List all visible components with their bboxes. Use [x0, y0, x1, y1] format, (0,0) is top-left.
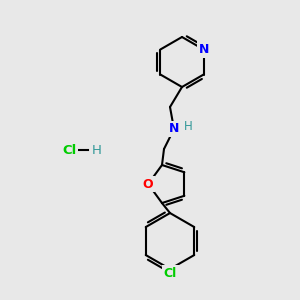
Text: O: O [143, 178, 154, 190]
Text: N: N [199, 43, 209, 56]
Text: H: H [184, 121, 192, 134]
Text: H: H [92, 143, 102, 157]
Text: Cl: Cl [62, 143, 76, 157]
Text: Cl: Cl [164, 266, 177, 280]
Text: N: N [169, 122, 179, 136]
